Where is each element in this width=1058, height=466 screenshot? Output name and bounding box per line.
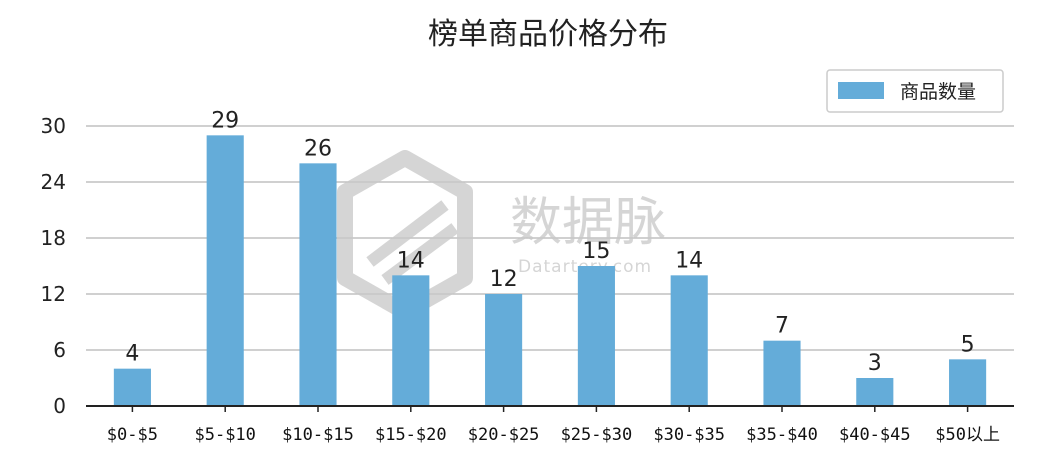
legend-swatch <box>838 82 884 99</box>
bar <box>485 294 523 406</box>
watermark-text: 数据脉 <box>510 193 666 253</box>
x-tick-label: $50以上 <box>935 425 1000 445</box>
bar <box>206 135 244 407</box>
data-label: 14 <box>397 248 425 273</box>
bar <box>577 266 615 406</box>
y-tick-label: 6 <box>53 338 66 362</box>
x-tick-label: $25-$30 <box>561 425 633 445</box>
x-tick-label: $30-$35 <box>653 425 725 445</box>
x-tick-label: $20-$25 <box>468 425 540 445</box>
legend-label: 商品数量 <box>900 81 976 103</box>
data-label: 29 <box>211 108 239 133</box>
data-label: 3 <box>868 351 882 376</box>
x-tick-label: $0-$5 <box>107 425 158 445</box>
legend: 商品数量 <box>826 69 1004 113</box>
x-tick-label: $35-$40 <box>746 425 818 445</box>
data-label: 12 <box>490 267 518 292</box>
y-tick-label: 24 <box>41 170 66 194</box>
bar <box>949 359 987 406</box>
bar-series <box>113 135 987 407</box>
data-label: 15 <box>582 239 610 264</box>
y-tick-label: 18 <box>41 226 66 250</box>
legend-box <box>826 69 1004 113</box>
y-axis: 0 6 12 18 24 30 <box>41 114 66 418</box>
bar <box>763 340 801 406</box>
data-label: 7 <box>775 314 789 339</box>
data-label: 5 <box>961 332 975 357</box>
x-tick-label: $10-$15 <box>282 425 354 445</box>
y-tick-label: 0 <box>53 394 66 418</box>
bar <box>299 163 337 406</box>
data-label: 26 <box>304 136 332 161</box>
bar <box>856 378 894 406</box>
y-tick-label: 12 <box>41 282 66 306</box>
bar <box>392 275 430 406</box>
chart-title: 榜单商品价格分布 <box>428 17 668 52</box>
y-tick-label: 30 <box>41 114 66 138</box>
bar <box>113 368 151 406</box>
x-axis: $0-$5 $5-$10 $10-$15 $15-$20 $20-$25 $25-$30 $… <box>86 405 1014 445</box>
x-tick-label: $40-$45 <box>839 425 911 445</box>
x-tick-label: $15-$20 <box>375 425 447 445</box>
bar <box>670 275 708 406</box>
data-label: 4 <box>125 342 139 367</box>
data-label: 14 <box>675 248 703 273</box>
x-tick-label: $5-$10 <box>194 425 255 445</box>
data-labels: 4 29 26 14 12 15 14 7 3 5 <box>125 108 974 376</box>
